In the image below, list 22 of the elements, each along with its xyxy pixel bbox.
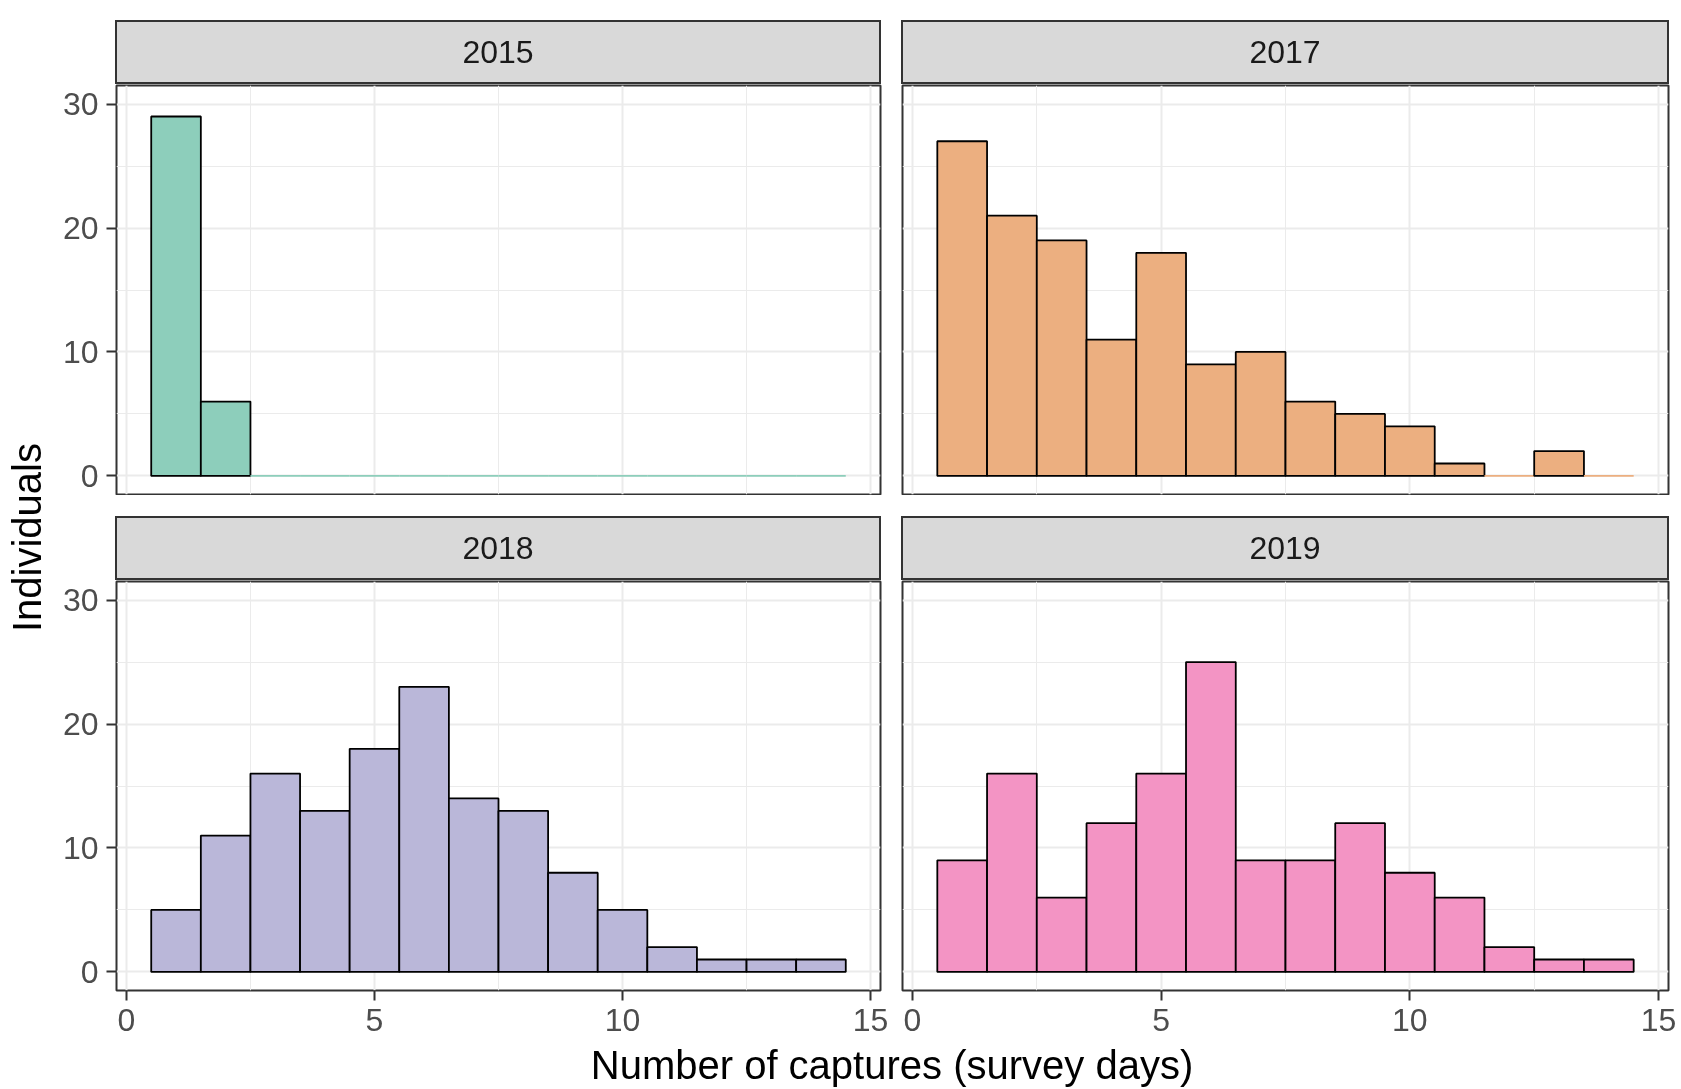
- y-tick-label: 20: [62, 210, 99, 247]
- x-tick-label: 10: [604, 1001, 641, 1038]
- x-tick-label: 5: [365, 1001, 384, 1038]
- y-tick-label: 0: [80, 953, 99, 990]
- x-tick-label: 15: [852, 1001, 889, 1038]
- chart-title: 2017: [1249, 34, 1321, 70]
- chart-title: 2018: [462, 530, 534, 566]
- y-axis-title: Individuals: [4, 442, 51, 632]
- x-tick-label: 0: [903, 1001, 922, 1038]
- chart-title: 2015: [462, 34, 534, 70]
- x-tick-label: 5: [1152, 1001, 1171, 1038]
- y-tick-label: 20: [62, 706, 99, 743]
- x-tick-label: 15: [1640, 1001, 1677, 1038]
- chart-title: 2019: [1249, 530, 1321, 566]
- x-axis-title: Number of captures (survey days): [590, 1043, 1194, 1087]
- y-tick-label: 0: [80, 457, 99, 494]
- y-tick-label: 10: [62, 829, 99, 866]
- y-tick-label: 30: [62, 86, 99, 123]
- x-tick-label: 10: [1392, 1001, 1428, 1038]
- x-tick-label: 0: [117, 1001, 136, 1038]
- y-tick-label: 30: [62, 582, 99, 619]
- y-tick-label: 10: [62, 333, 99, 370]
